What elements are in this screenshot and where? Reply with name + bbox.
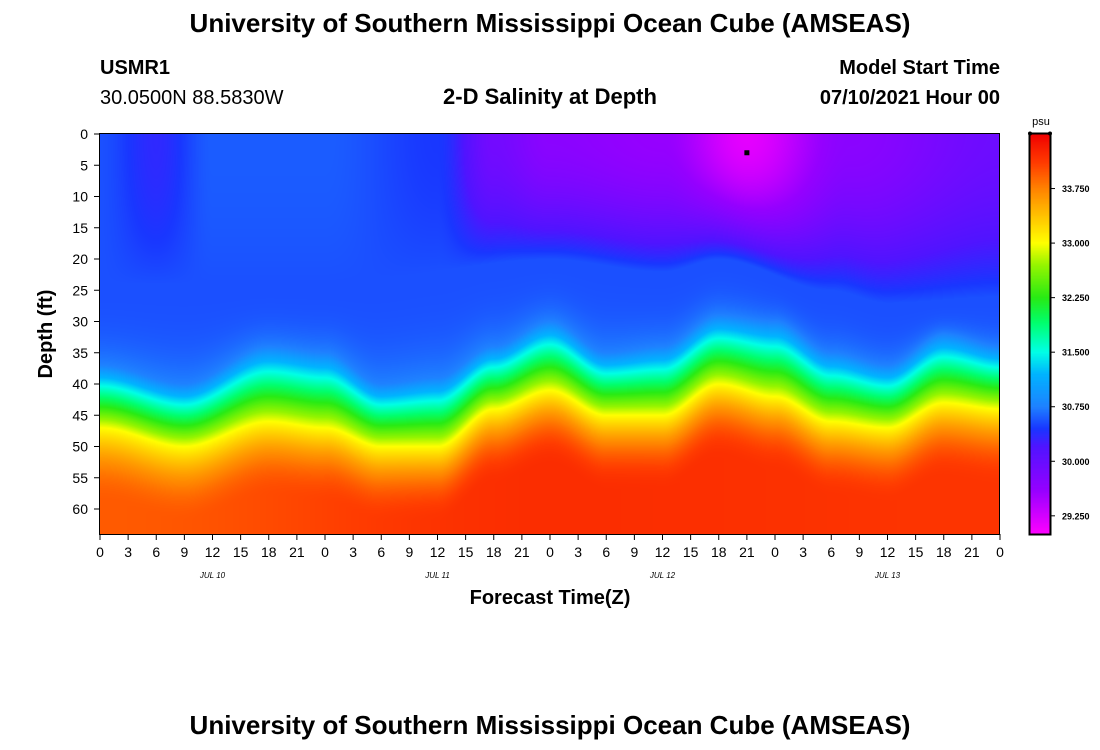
colorbar-tick-label: 33.000 xyxy=(1062,239,1090,249)
x-axis-label: Forecast Time(Z) xyxy=(470,587,631,609)
colorbar-tick-label: 30.000 xyxy=(1062,457,1090,467)
x-tick-label: 18 xyxy=(261,544,277,560)
y-tick-label: 30 xyxy=(72,314,88,330)
day-labels: JUL 10 JUL 11 JUL 12 JUL 13 xyxy=(199,571,901,580)
x-tick-label: 3 xyxy=(574,544,582,560)
day-label: JUL 13 xyxy=(874,571,901,580)
colorbar-tick-label: 29.250 xyxy=(1062,511,1090,521)
day-label: JUL 12 xyxy=(649,571,676,580)
colorbar-corner xyxy=(1048,131,1052,136)
x-tick-label: 12 xyxy=(655,544,671,560)
y-tick-label: 45 xyxy=(72,407,88,423)
y-tick-label: 25 xyxy=(72,282,88,298)
y-tick-label: 0 xyxy=(80,126,88,142)
y-tick-label: 60 xyxy=(72,501,88,517)
y-axis-label: Depth (ft) xyxy=(35,290,57,379)
x-tick-label: 18 xyxy=(711,544,727,560)
model-start-time: 07/10/2021 Hour 00 xyxy=(819,87,1000,109)
colorbar-tick-label: 31.500 xyxy=(1062,348,1090,358)
day-label: JUL 10 xyxy=(199,571,226,580)
x-tick-label: 0 xyxy=(96,544,104,560)
colorbar-corner xyxy=(1028,131,1032,136)
x-tick-label: 21 xyxy=(289,544,305,560)
y-axis: 0 5 10 15 20 25 30 35 40 45 50 55 60 xyxy=(72,126,100,517)
x-tick-label: 0 xyxy=(996,544,1004,560)
x-tick-label: 9 xyxy=(405,544,413,560)
y-tick-label: 50 xyxy=(72,439,88,455)
y-tick-label: 10 xyxy=(72,189,88,205)
page-title: University of Southern Mississippi Ocean… xyxy=(189,8,911,38)
colorbar-ticks: 33.750 33.000 32.250 31.500 30.750 30.000 29.2… xyxy=(1050,184,1090,521)
x-tick-label: 15 xyxy=(683,544,699,560)
colorbar-tick-label: 33.750 xyxy=(1062,184,1090,194)
y-tick-label: 5 xyxy=(80,157,88,173)
x-tick-label: 18 xyxy=(936,544,952,560)
colorbar-gradient xyxy=(1030,134,1050,534)
x-tick-label: 21 xyxy=(739,544,755,560)
x-tick-label: 6 xyxy=(827,544,835,560)
colorbar-tick-label: 30.750 xyxy=(1062,402,1090,412)
x-tick-label: 15 xyxy=(908,544,924,560)
x-axis: 0 3 6 9 12 15 18 21 0 3 6 9 12 15 18 21 0 3 6 9 12 15 18 21 0 3 6 9… xyxy=(96,534,1004,560)
y-tick-label: 35 xyxy=(72,345,88,361)
x-tick-label: 15 xyxy=(233,544,249,560)
colorbar-frame xyxy=(1028,132,1052,536)
x-tick-label: 0 xyxy=(771,544,779,560)
model-start-label: Model Start Time xyxy=(839,57,1000,79)
data-marker xyxy=(744,150,750,156)
footer-title: University of Southern Mississippi Ocean… xyxy=(189,710,911,740)
y-tick-label: 15 xyxy=(72,220,88,236)
colorbar-unit: psu xyxy=(1032,116,1050,128)
x-tick-label: 9 xyxy=(630,544,638,560)
x-tick-label: 12 xyxy=(430,544,446,560)
station-id: USMR1 xyxy=(100,57,171,79)
salinity-heatmap xyxy=(100,134,1000,534)
colorbar-tick-label: 32.250 xyxy=(1062,293,1090,303)
x-tick-label: 6 xyxy=(377,544,385,560)
x-tick-label: 18 xyxy=(486,544,502,560)
chart-title: 2-D Salinity at Depth xyxy=(443,84,657,109)
x-tick-label: 15 xyxy=(458,544,474,560)
x-tick-label: 6 xyxy=(602,544,610,560)
x-tick-label: 12 xyxy=(205,544,221,560)
x-tick-label: 9 xyxy=(855,544,863,560)
y-tick-label: 20 xyxy=(72,251,88,267)
x-tick-label: 0 xyxy=(321,544,329,560)
x-tick-label: 21 xyxy=(514,544,530,560)
x-tick-label: 6 xyxy=(152,544,160,560)
x-tick-label: 3 xyxy=(124,544,132,560)
y-tick-label: 55 xyxy=(72,470,88,486)
x-tick-label: 0 xyxy=(546,544,554,560)
day-label: JUL 11 xyxy=(424,571,450,580)
x-tick-label: 12 xyxy=(880,544,896,560)
x-tick-label: 21 xyxy=(964,544,980,560)
station-coordinates: 30.0500N 88.5830W xyxy=(100,87,284,109)
x-tick-label: 3 xyxy=(799,544,807,560)
y-tick-label: 40 xyxy=(72,376,88,392)
x-tick-label: 3 xyxy=(349,544,357,560)
x-tick-label: 9 xyxy=(180,544,188,560)
